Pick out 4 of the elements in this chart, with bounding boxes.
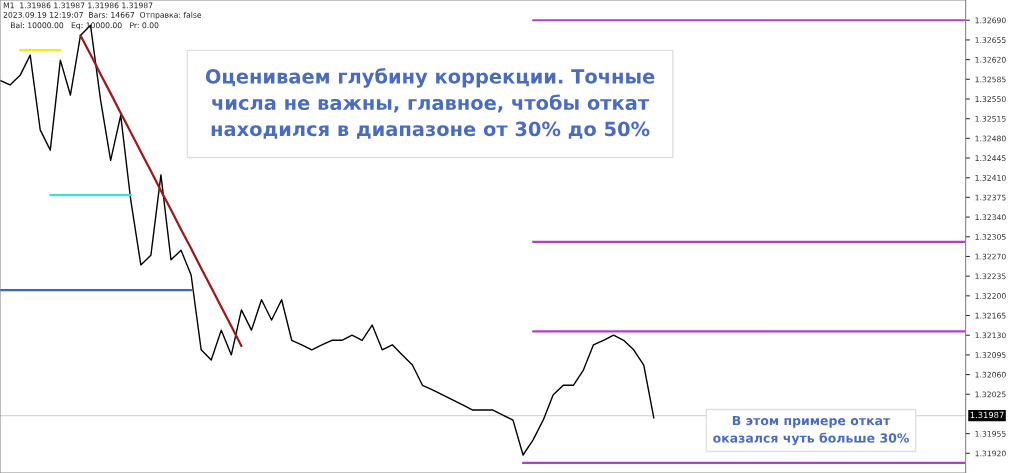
ref-line-label: 1.31987 [970,411,1004,419]
annotation: Оцениваем глубину коррекции. Точные числа не важны, главное, чтобы откат находился в диапазоне от 30% до 50% [205,68,655,139]
line-series [0,24,655,456]
annotation: В этом примере откат оказался чуть больше 30% [713,415,909,446]
